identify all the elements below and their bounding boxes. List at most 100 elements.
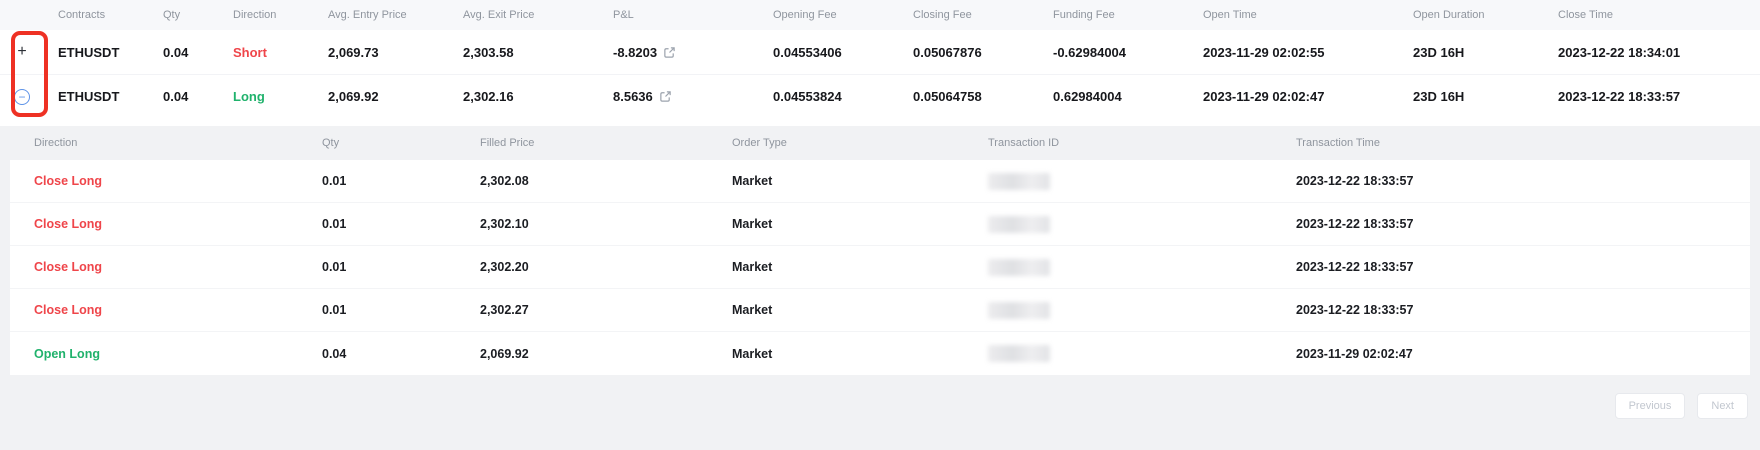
fill-row: Close Long 0.01 2,302.20 Market 2023-12-… xyxy=(10,246,1750,289)
fill-row: Close Long 0.01 2,302.10 Market 2023-12-… xyxy=(10,203,1750,246)
open-duration-cell: 23D 16H xyxy=(1413,44,1465,60)
next-page-button[interactable]: Next xyxy=(1697,393,1748,419)
fill-order-type-cell: Market xyxy=(732,260,773,274)
pnl-value: 8.5636 xyxy=(613,89,653,104)
redacted-transaction-id xyxy=(988,345,1050,362)
fill-col-header-transaction-time: Transaction Time xyxy=(1296,137,1380,149)
open-time-cell: 2023-11-29 02:02:47 xyxy=(1203,89,1325,104)
fill-transaction-id-cell xyxy=(988,301,1296,319)
col-header-open-duration: Open Duration xyxy=(1413,9,1485,21)
redacted-transaction-id xyxy=(988,215,1050,233)
fill-col-header-direction: Direction xyxy=(34,137,78,149)
closing-fee-cell: 0.05067876 xyxy=(913,44,982,60)
funding-fee-cell: -0.62984004 xyxy=(1053,44,1127,60)
fill-qty-cell: 0.01 xyxy=(322,303,347,317)
fill-price-cell: 2,302.10 xyxy=(480,217,529,231)
col-header-entry-price: Avg. Entry Price xyxy=(328,9,407,21)
close-time-cell: 2023-12-22 18:33:57 xyxy=(1558,89,1681,104)
fill-transaction-id-cell xyxy=(988,215,1296,233)
direction-cell: Short xyxy=(233,44,267,60)
funding-fee-cell: 0.62984004 xyxy=(1053,89,1122,104)
col-header-exit-price: Avg. Exit Price xyxy=(463,9,535,21)
expanded-fills-section: Direction Qty Filled Price Order Type Tr… xyxy=(0,118,1760,450)
pnl-cell: -8.8203 xyxy=(599,45,759,60)
fills-table-body: Close Long 0.01 2,302.08 Market 2023-12-… xyxy=(10,160,1750,375)
fill-direction-cell: Close Long xyxy=(34,303,103,317)
fill-col-header-order-type: Order Type xyxy=(732,137,787,149)
fill-col-header-qty: Qty xyxy=(322,137,340,149)
positions-table-body: + − ETHUSDT 0.04 Short 2,069.73 2,303.58… xyxy=(0,30,1760,118)
pagination: Previous Next xyxy=(0,393,1748,419)
fill-price-cell: 2,069.92 xyxy=(480,346,529,361)
fill-qty-cell: 0.01 xyxy=(322,174,347,188)
col-header-funding-fee: Funding Fee xyxy=(1053,9,1115,21)
fills-table-header: Direction Qty Filled Price Order Type Tr… xyxy=(10,126,1750,160)
redacted-transaction-id xyxy=(988,301,1050,319)
fills-table: Direction Qty Filled Price Order Type Tr… xyxy=(10,126,1750,375)
fill-col-header-transaction-id: Transaction ID xyxy=(988,137,1060,149)
entry-price-cell: 2,069.73 xyxy=(328,44,379,60)
expander-cell: + − xyxy=(0,88,44,105)
col-header-pnl: P&L xyxy=(613,9,634,21)
fill-transaction-time-cell: 2023-12-22 18:33:57 xyxy=(1296,217,1414,231)
fill-price-cell: 2,302.20 xyxy=(480,260,529,274)
fill-price-cell: 2,302.27 xyxy=(480,303,529,317)
expander-cell: + − xyxy=(0,44,44,60)
fill-transaction-time-cell: 2023-12-22 18:33:57 xyxy=(1296,260,1414,274)
contracts-cell: ETHUSDT xyxy=(58,44,120,60)
col-header-opening-fee: Opening Fee xyxy=(773,9,837,21)
expand-plus-icon[interactable]: + xyxy=(17,43,27,60)
collapse-minus-circle-icon[interactable]: − xyxy=(14,88,30,105)
pnl-value: -8.8203 xyxy=(613,44,658,60)
fill-transaction-id-cell xyxy=(988,345,1296,362)
external-link-icon[interactable] xyxy=(663,46,676,59)
fill-row: Open Long 0.04 2,069.92 Market 2023-11-2… xyxy=(10,332,1750,375)
fill-direction-cell: Close Long xyxy=(34,174,103,188)
col-header-closing-fee: Closing Fee xyxy=(913,9,972,21)
fill-direction-cell: Open Long xyxy=(34,346,100,361)
redacted-transaction-id xyxy=(988,258,1050,276)
fill-transaction-time-cell: 2023-12-22 18:33:57 xyxy=(1296,174,1414,188)
external-link-icon[interactable] xyxy=(659,90,672,103)
col-header-contracts: Contracts xyxy=(58,9,106,21)
pnl-cell: 8.5636 xyxy=(599,89,759,104)
fill-transaction-time-cell: 2023-11-29 02:02:47 xyxy=(1296,346,1413,361)
fill-qty-cell: 0.04 xyxy=(322,346,347,361)
col-header-close-time: Close Time xyxy=(1558,9,1614,21)
closing-fee-cell: 0.05064758 xyxy=(913,89,982,104)
qty-cell: 0.04 xyxy=(163,89,189,104)
fill-order-type-cell: Market xyxy=(732,346,773,361)
open-time-cell: 2023-11-29 02:02:55 xyxy=(1203,44,1325,60)
opening-fee-cell: 0.04553406 xyxy=(773,44,842,60)
fill-order-type-cell: Market xyxy=(732,303,773,317)
opening-fee-cell: 0.04553824 xyxy=(773,89,842,104)
exit-price-cell: 2,303.58 xyxy=(463,44,514,60)
fill-price-cell: 2,302.08 xyxy=(480,174,529,188)
fill-transaction-id-cell xyxy=(988,172,1296,190)
positions-table: Contracts Qty Direction Avg. Entry Price… xyxy=(0,0,1760,118)
fill-qty-cell: 0.01 xyxy=(322,217,347,231)
previous-page-button[interactable]: Previous xyxy=(1614,393,1686,419)
fill-direction-cell: Close Long xyxy=(34,217,103,231)
direction-cell: Long xyxy=(233,89,265,104)
contracts-cell: ETHUSDT xyxy=(58,89,120,104)
position-row: + − ETHUSDT 0.04 Long 2,069.92 2,302.16 … xyxy=(0,74,1760,118)
fill-order-type-cell: Market xyxy=(732,217,773,231)
col-header-direction: Direction xyxy=(233,9,277,21)
position-row: + − ETHUSDT 0.04 Short 2,069.73 2,303.58… xyxy=(0,30,1760,74)
col-header-open-time: Open Time xyxy=(1203,9,1257,21)
close-time-cell: 2023-12-22 18:34:01 xyxy=(1558,44,1681,60)
fill-transaction-time-cell: 2023-12-22 18:33:57 xyxy=(1296,303,1414,317)
open-duration-cell: 23D 16H xyxy=(1413,89,1465,104)
fill-row: Close Long 0.01 2,302.27 Market 2023-12-… xyxy=(10,289,1750,332)
fill-col-header-filled-price: Filled Price xyxy=(480,137,535,149)
col-header-qty: Qty xyxy=(163,9,181,21)
redacted-transaction-id xyxy=(988,172,1050,190)
qty-cell: 0.04 xyxy=(163,44,189,60)
fill-qty-cell: 0.01 xyxy=(322,260,347,274)
entry-price-cell: 2,069.92 xyxy=(328,89,379,104)
fill-order-type-cell: Market xyxy=(732,174,773,188)
fill-transaction-id-cell xyxy=(988,258,1296,276)
fill-direction-cell: Close Long xyxy=(34,260,103,274)
